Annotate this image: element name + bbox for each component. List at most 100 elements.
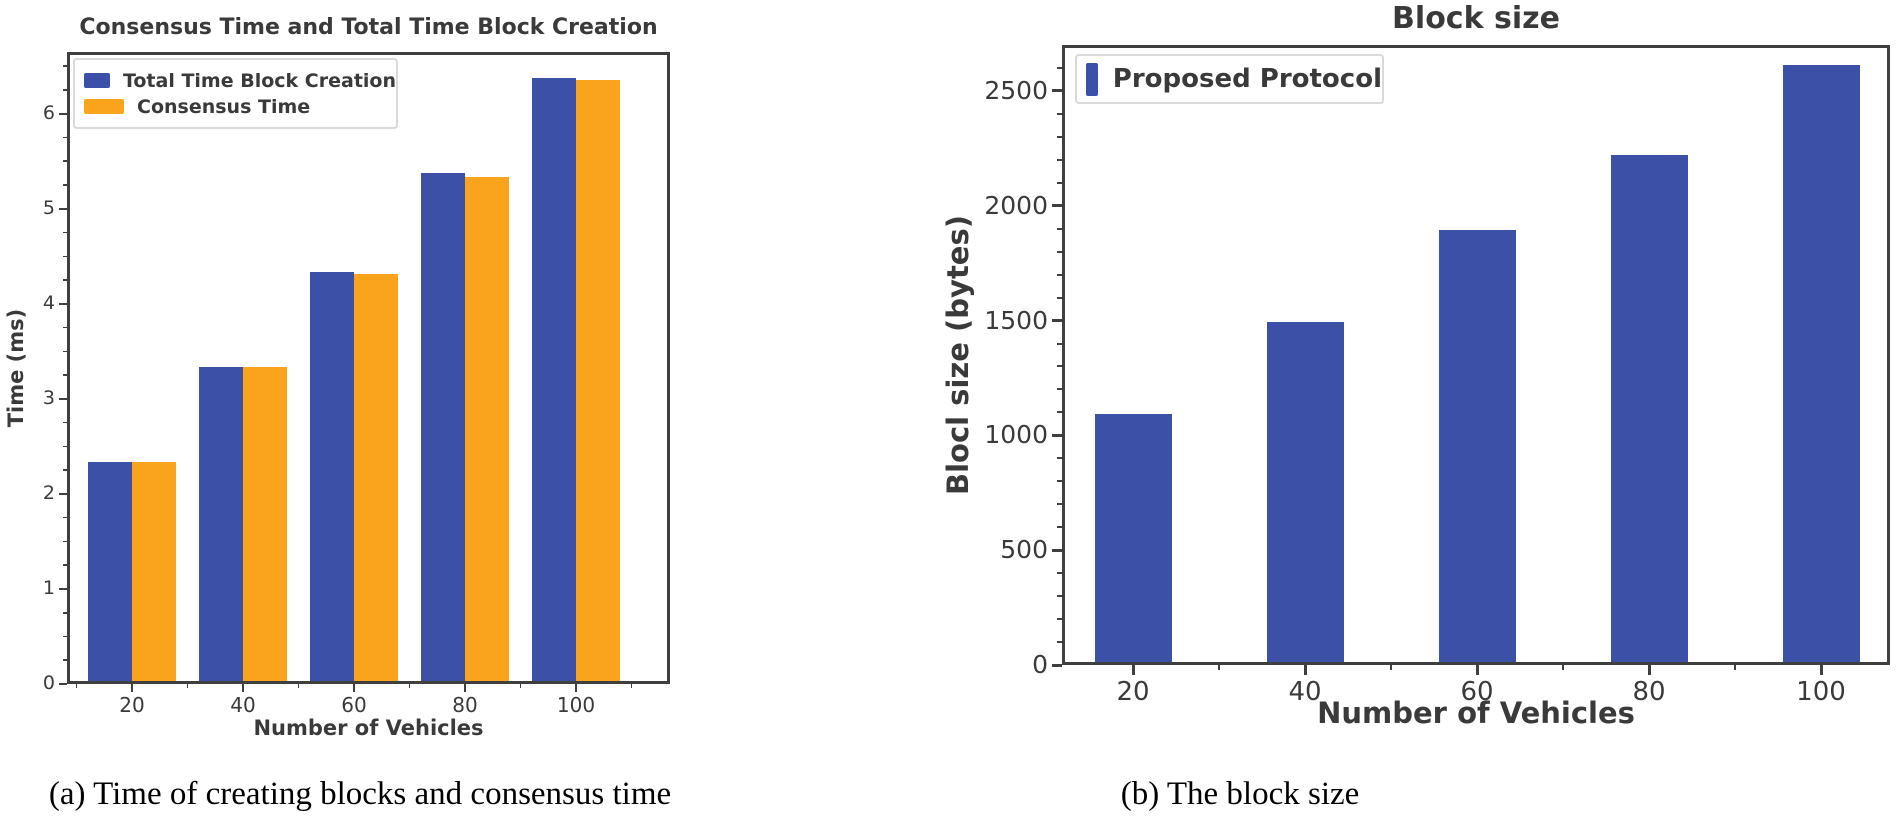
chart-b-y-minor-tick xyxy=(1057,503,1062,506)
chart-a-x-tick-label: 60 xyxy=(341,693,367,717)
chart-a-y-tick xyxy=(59,492,67,496)
chart-a-y-tick-label: 0 xyxy=(42,672,55,695)
chart-a-x-tick-label: 20 xyxy=(119,693,145,717)
chart-a-y-minor-tick xyxy=(63,65,67,68)
chart-a-y-minor-tick xyxy=(63,160,67,163)
chart-a-y-tick-label: 6 xyxy=(42,102,55,125)
chart-b-bar-proposed-protocol-60 xyxy=(1438,230,1516,662)
chart-a-y-minor-tick xyxy=(63,279,67,281)
legend-entry: Consensus Time xyxy=(84,96,396,118)
chart-a-y-tick xyxy=(59,587,67,591)
chart-a-bar-consensus-time-80 xyxy=(465,177,509,681)
chart-a-y-minor-tick xyxy=(63,89,67,91)
chart-b-bar-proposed-protocol-80 xyxy=(1610,154,1688,662)
chart-b-y-tick-label: 2000 xyxy=(984,190,1048,220)
chart-a-y-minor-tick xyxy=(63,231,67,234)
chart-b-x-tick xyxy=(1647,665,1651,675)
chart-b-bar-proposed-protocol-40 xyxy=(1266,322,1344,662)
chart-b-y-tick xyxy=(1052,89,1062,93)
chart-a-bar-total-time-block-creation-100 xyxy=(532,77,576,681)
chart-b-x-tick xyxy=(1303,665,1307,675)
chart-a-x-tick-label: 40 xyxy=(230,693,256,717)
chart-b-y-minor-tick xyxy=(1057,227,1062,230)
chart-b-y-tick xyxy=(1052,204,1062,208)
chart-b-x-tick-label: 80 xyxy=(1632,677,1666,707)
chart-b-y-tick-label: 1000 xyxy=(984,420,1048,450)
chart-a-y-minor-tick xyxy=(63,540,67,543)
chart-a-x-tick xyxy=(463,684,467,692)
chart-a-y-minor-tick xyxy=(63,469,67,471)
chart-b-y-minor-tick xyxy=(1057,457,1062,460)
legend-swatch-icon xyxy=(84,73,110,88)
chart-a-bar-total-time-block-creation-60 xyxy=(310,272,354,681)
chart-a-title: Consensus Time and Total Time Block Crea… xyxy=(79,15,658,40)
chart-b-x-tick-label: 40 xyxy=(1288,677,1322,707)
chart-b-x-minor-tick xyxy=(1562,665,1564,670)
chart-a-x-minor-tick xyxy=(75,684,78,688)
chart-a-bar-consensus-time-20 xyxy=(132,462,176,681)
chart-b-x-tick xyxy=(1475,665,1479,675)
chart-a-y-tick-label: 2 xyxy=(42,482,55,505)
chart-a-x-tick xyxy=(241,684,245,692)
chart-a-bar-consensus-time-60 xyxy=(354,274,398,681)
chart-b-y-minor-tick xyxy=(1057,526,1062,529)
chart-a-y-tick xyxy=(59,207,67,211)
chart-b-x-tick-label: 60 xyxy=(1460,677,1494,707)
chart-b-y-minor-tick xyxy=(1057,572,1062,575)
chart-b-y-tick-label: 2500 xyxy=(984,75,1048,105)
chart-a-y-minor-tick xyxy=(63,516,67,519)
chart-b-y-minor-tick xyxy=(1057,158,1062,161)
chart-a-y-tick xyxy=(59,682,67,686)
chart-b-x-minor-tick xyxy=(1218,665,1220,670)
chart-b-y-minor-tick xyxy=(1057,181,1062,184)
chart-a-y-minor-tick xyxy=(63,374,67,376)
chart-a-x-tick xyxy=(352,684,356,692)
legend-label: Proposed Protocol xyxy=(1112,64,1382,94)
chart-b-y-minor-tick xyxy=(1057,135,1062,138)
chart-a-bar-total-time-block-creation-40 xyxy=(199,367,243,681)
chart-a-y-tick xyxy=(59,112,67,116)
chart-b-bar-proposed-protocol-20 xyxy=(1094,414,1172,662)
caption-a: (a) Time of creating blocks and consensu… xyxy=(48,776,672,812)
chart-a-y-minor-tick xyxy=(63,136,67,139)
chart-a-y-minor-tick xyxy=(63,611,67,614)
chart-a-y-minor-tick xyxy=(63,350,67,353)
chart-a-x-tick-label: 100 xyxy=(556,693,596,717)
chart-b-x-axis-label: Number of Vehicles xyxy=(1317,696,1635,730)
legend-swatch-icon xyxy=(1086,62,1098,96)
chart-b-y-minor-tick xyxy=(1057,595,1062,598)
chart-a-y-minor-tick xyxy=(63,184,67,186)
chart-a-y-minor-tick xyxy=(63,445,67,448)
chart-a-x-tick-label: 80 xyxy=(452,693,478,717)
chart-a-y-tick-label: 1 xyxy=(42,577,55,600)
chart-a-y-tick-label: 4 xyxy=(42,292,55,315)
chart-b-x-tick xyxy=(1819,665,1823,675)
chart-b-x-tick-label: 20 xyxy=(1116,677,1150,707)
chart-a-legend: Total Time Block Creation Consensus Time xyxy=(73,58,398,129)
chart-b-y-tick xyxy=(1052,663,1062,667)
chart-b-title: Block size xyxy=(1392,1,1560,36)
chart-a-y-minor-tick xyxy=(63,255,67,258)
chart-a-x-minor-tick xyxy=(408,684,411,688)
chart-b-y-minor-tick xyxy=(1057,388,1062,391)
chart-a-y-minor-tick xyxy=(63,635,67,638)
chart-b-x-tick-label: 100 xyxy=(1796,677,1846,707)
chart-b-y-tick-label: 500 xyxy=(1000,535,1048,565)
legend-label: Consensus Time xyxy=(137,95,311,118)
legend-entry: Total Time Block Creation xyxy=(84,70,396,92)
chart-b-bar-proposed-protocol-100 xyxy=(1782,64,1860,662)
chart-a-x-tick xyxy=(574,684,578,692)
chart-b-y-axis-label: Blocl size (bytes) xyxy=(941,215,975,496)
chart-a-bar-consensus-time-40 xyxy=(243,367,287,681)
chart-b-y-tick-label: 0 xyxy=(1032,650,1048,679)
chart-a-bar-consensus-time-100 xyxy=(576,80,620,681)
chart-a-x-tick xyxy=(130,684,134,692)
chart-a-y-tick-label: 3 xyxy=(42,387,55,410)
chart-b-x-minor-tick xyxy=(1734,665,1736,670)
legend-label: Total Time Block Creation xyxy=(122,69,396,92)
chart-a-y-minor-tick xyxy=(63,326,67,329)
chart-b-y-tick xyxy=(1052,548,1062,552)
chart-b-y-minor-tick xyxy=(1057,480,1062,483)
chart-b-y-minor-tick xyxy=(1057,250,1062,253)
